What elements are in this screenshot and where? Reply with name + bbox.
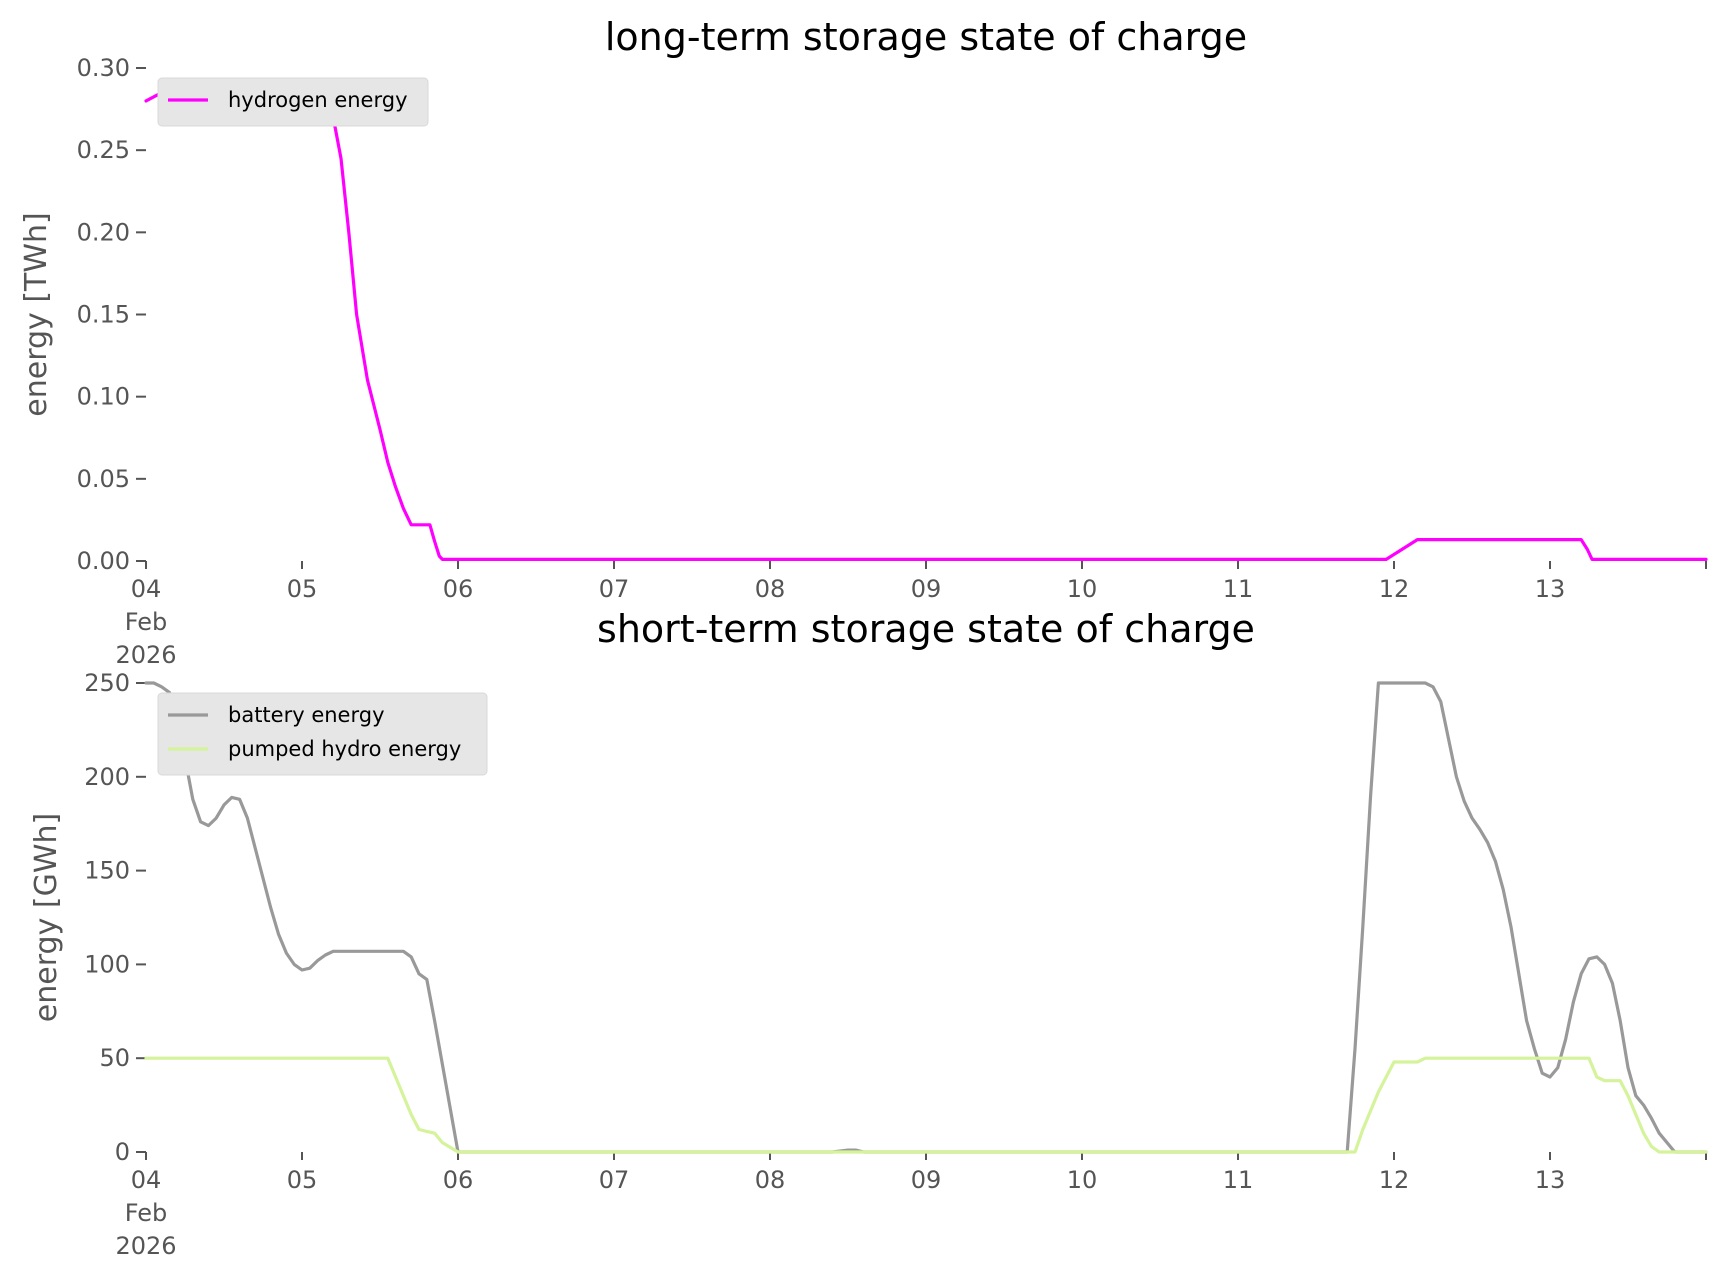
x-tick-label: Feb [125, 608, 168, 636]
x-tick-label: 2026 [115, 1232, 176, 1260]
chart-panel-2: short-term storage state of charge energy… [29, 607, 1708, 1260]
x-tick-label: 04 [131, 1166, 162, 1194]
x-tick-label: 07 [599, 575, 630, 603]
x-tick-label: 13 [1535, 575, 1566, 603]
x-tick-label: 06 [443, 1166, 474, 1194]
chart-title: short-term storage state of charge [597, 607, 1255, 651]
legend-entry: hydrogen energy [228, 88, 408, 112]
y-tick-label: 0.05 [77, 465, 130, 493]
x-tick-label: 09 [911, 575, 942, 603]
series-line-hydrogen-energy [144, 87, 1708, 562]
legend: hydrogen energy [157, 77, 429, 127]
x-tick-label: 09 [911, 1166, 942, 1194]
x-tick-label: 13 [1535, 1166, 1566, 1194]
series-line-pumped-hydro-energy [144, 1056, 1708, 1154]
x-tick-label: 10 [1067, 575, 1098, 603]
legend-entry: battery energy [228, 703, 385, 727]
x-tick-label: Feb [125, 1199, 168, 1227]
x-tick-label: 05 [287, 1166, 318, 1194]
x-tick-label: 07 [599, 1166, 630, 1194]
y-tick-label: 0.10 [77, 383, 130, 411]
x-tick-label: 05 [287, 575, 318, 603]
y-axis-label: energy [GWh] [29, 813, 64, 1022]
y-tick-label: 0.20 [77, 218, 130, 246]
legend: battery energy pumped hydro energy [157, 692, 488, 776]
x-tick-label: 10 [1067, 1166, 1098, 1194]
legend-box [157, 692, 488, 776]
y-tick-label: 100 [84, 950, 130, 978]
chart-panel-1: long-term storage state of charge energy … [19, 15, 1708, 669]
chart-title: long-term storage state of charge [605, 15, 1247, 59]
x-tick-label: 04 [131, 575, 162, 603]
x-tick-label: 11 [1223, 1166, 1254, 1194]
x-tick-label: 2026 [115, 641, 176, 669]
y-tick-label: 150 [84, 857, 130, 885]
x-tick-label: 12 [1379, 575, 1410, 603]
y-tick-label: 0.30 [77, 54, 130, 82]
legend-box [157, 77, 429, 127]
legend-entry: pumped hydro energy [228, 737, 461, 761]
x-tick-label: 08 [755, 575, 786, 603]
y-tick-label: 0.15 [77, 301, 130, 329]
y-tick-label: 0 [115, 1138, 130, 1166]
y-tick-label: 50 [99, 1044, 130, 1072]
x-tick-label: 11 [1223, 575, 1254, 603]
y-axis-label: energy [TWh] [19, 212, 54, 416]
x-tick-label: 06 [443, 575, 474, 603]
x-tick-label: 08 [755, 1166, 786, 1194]
y-tick-label: 250 [84, 669, 130, 697]
y-tick-label: 0.25 [77, 136, 130, 164]
y-tick-label: 0.00 [77, 547, 130, 575]
x-tick-label: 12 [1379, 1166, 1410, 1194]
y-tick-label: 200 [84, 763, 130, 791]
